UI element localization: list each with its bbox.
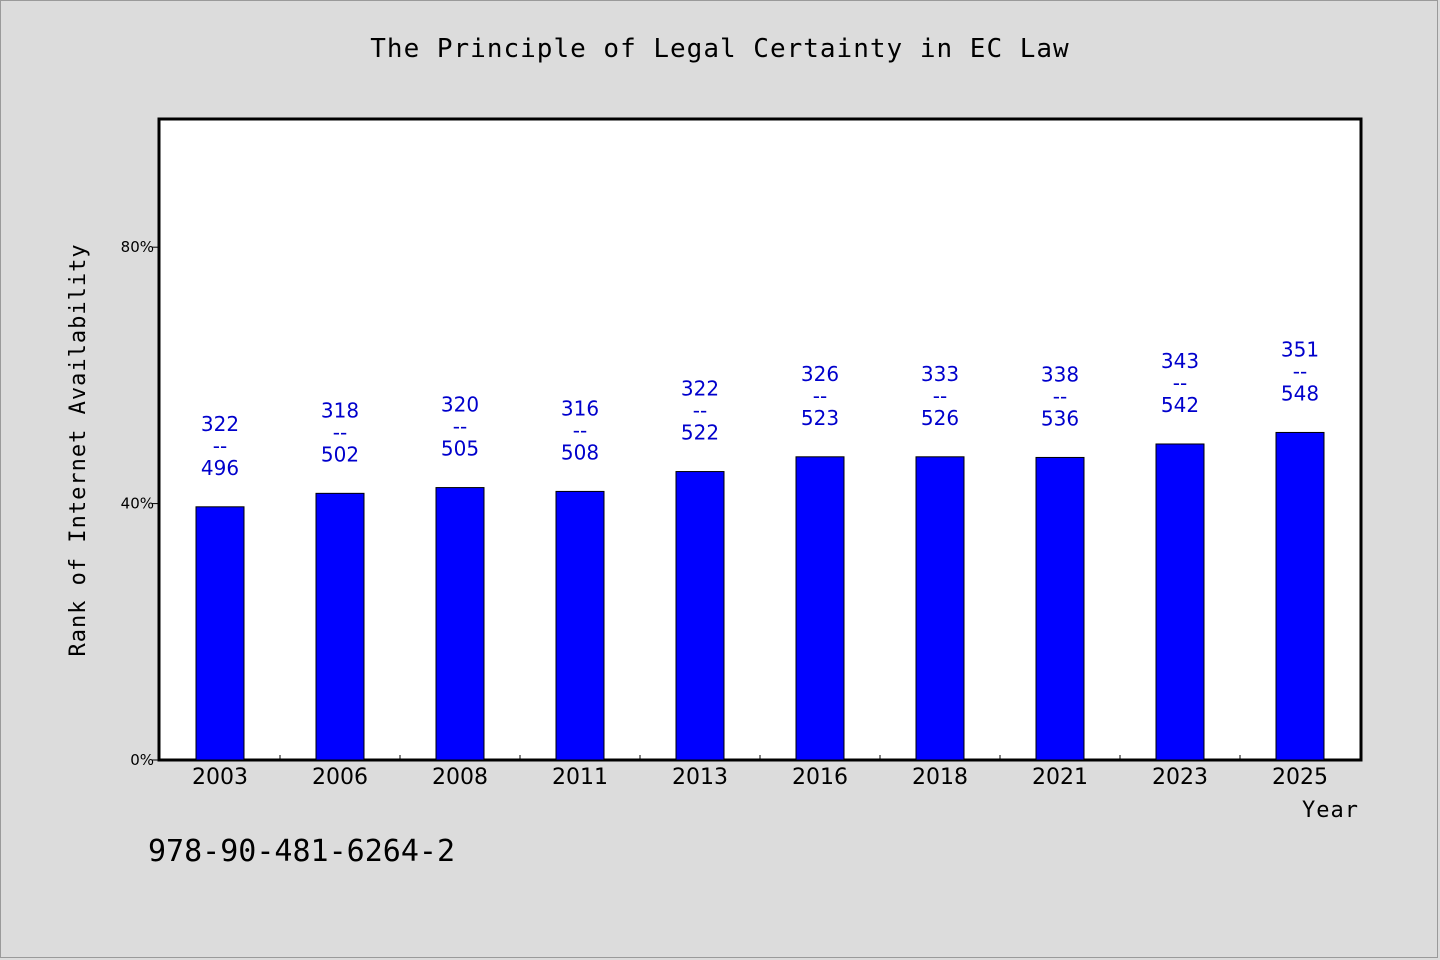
- y-axis-title: Rank of Internet Availability: [66, 243, 91, 656]
- bar-data-label: 322: [201, 412, 239, 436]
- bar-2006: [315, 492, 365, 761]
- y-tick-label: 40%: [121, 495, 154, 513]
- bar-data-label: --: [573, 418, 587, 442]
- bar-2016: [795, 456, 845, 761]
- x-tick-label: 2013: [672, 765, 728, 790]
- x-tick-label: 2008: [432, 765, 488, 790]
- bar-data-label: --: [1293, 359, 1307, 383]
- bar-data-label: 322: [681, 377, 719, 401]
- bar-data-label: --: [1173, 371, 1187, 395]
- bar-data-label: 505: [441, 437, 479, 461]
- bar-data-label: --: [813, 384, 827, 408]
- x-tick-label: 2003: [192, 765, 248, 790]
- chart-title: The Principle of Legal Certainty in EC L…: [370, 34, 1070, 64]
- bar-2025: [1275, 431, 1325, 761]
- bar-data-label: 338: [1041, 362, 1079, 386]
- bar-data-label: --: [453, 415, 467, 439]
- bar-data-label: --: [333, 420, 347, 444]
- bar-data-label: --: [693, 399, 707, 423]
- bar-2018: [915, 456, 965, 761]
- ticks-layer: 2003 2006 2008 2011 2013 2016 2018 2021 2023 2025…: [121, 238, 1328, 790]
- x-tick-label: 2023: [1152, 765, 1208, 790]
- bar-2013: [675, 471, 725, 761]
- x-tick-label: 2011: [552, 765, 608, 790]
- bar-data-label: 318: [321, 398, 359, 422]
- bar-data-label: 496: [201, 456, 239, 480]
- bar-data-label: 502: [321, 442, 359, 466]
- bar-data-label: --: [213, 434, 227, 458]
- bar-2023: [1155, 443, 1205, 761]
- x-tick-label: 2021: [1032, 765, 1088, 790]
- y-tick-label: 0%: [130, 751, 154, 769]
- bar-2008: [435, 487, 485, 761]
- bar-data-label: 523: [801, 406, 839, 430]
- x-tick-label: 2006: [312, 765, 368, 790]
- bar-labels-layer: 322--496318--502320--505316--508322--522…: [201, 337, 1319, 479]
- bar-data-label: --: [1053, 384, 1067, 408]
- bar-data-label: 351: [1281, 337, 1319, 361]
- isbn-text: 978-90-481-6264-2: [148, 834, 456, 869]
- bar-2003: [195, 506, 245, 761]
- y-tick-label: 80%: [121, 238, 154, 256]
- bar-data-label: --: [933, 384, 947, 408]
- bar-2011: [555, 490, 605, 761]
- bar-data-label: 522: [681, 421, 719, 445]
- bar-data-label: 343: [1161, 349, 1199, 373]
- x-tick-label: 2025: [1272, 765, 1328, 790]
- bar-data-label: 316: [561, 396, 599, 420]
- bar-data-label: 333: [921, 362, 959, 386]
- x-tick-label: 2018: [912, 765, 968, 790]
- bar-data-label: 508: [561, 440, 599, 464]
- bars-layer: [195, 431, 1325, 761]
- bar-data-label: 526: [921, 406, 959, 430]
- bar-2021: [1035, 456, 1085, 761]
- bar-data-label: 548: [1281, 381, 1319, 405]
- bar-data-label: 542: [1161, 393, 1199, 417]
- bar-data-label: 320: [441, 393, 479, 417]
- x-tick-label: 2016: [792, 765, 848, 790]
- x-axis-title: Year: [1302, 798, 1359, 823]
- bar-data-label: 326: [801, 362, 839, 386]
- bar-data-label: 536: [1041, 406, 1079, 430]
